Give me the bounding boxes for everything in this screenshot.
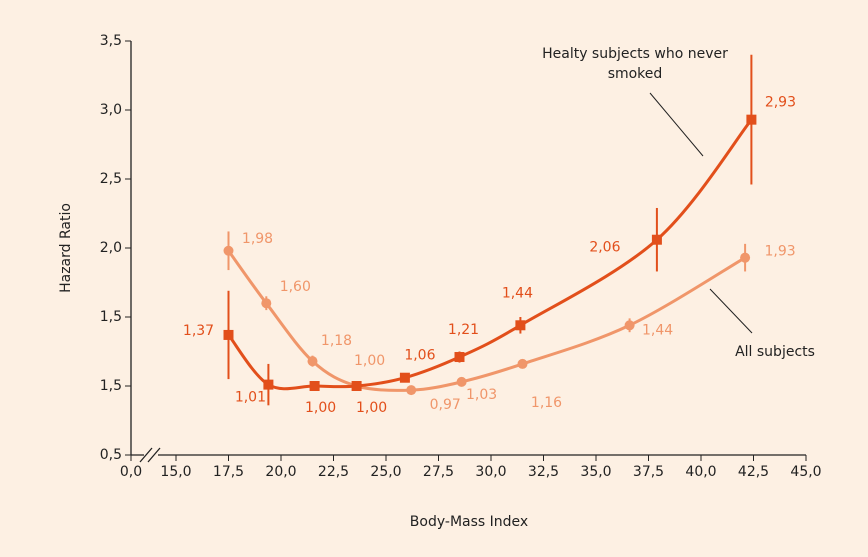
- point: [456, 376, 467, 387]
- point: [746, 114, 757, 125]
- annotation-line: [709, 288, 753, 334]
- annotation-line: [649, 92, 704, 157]
- x-tick-label: 25,0: [370, 464, 401, 480]
- x-tick-label: 17,5: [213, 464, 244, 480]
- point: [223, 245, 234, 256]
- data-label: 0,97: [430, 397, 461, 413]
- data-label: 2,06: [589, 240, 620, 256]
- x-tick-label: 35,0: [580, 464, 611, 480]
- data-label: 1,00: [305, 400, 336, 416]
- data-label: 1,01: [235, 390, 266, 406]
- point: [624, 320, 635, 331]
- x-tick-label: 32,5: [528, 464, 559, 480]
- axis-break-gap: [144, 447, 158, 463]
- y-tick-label: 0,5: [100, 447, 122, 463]
- x-axis-label: Body-Mass Index: [410, 514, 528, 530]
- data-label: 1,16: [531, 395, 562, 411]
- x-tick-label: 15,0: [160, 464, 191, 480]
- data-label: 1,18: [321, 333, 352, 349]
- point: [515, 320, 526, 331]
- data-label: 1,21: [448, 322, 479, 338]
- x-tick-label: 45,0: [790, 464, 821, 480]
- x-tick-label: 40,0: [685, 464, 716, 480]
- data-label: 1,03: [466, 387, 497, 403]
- data-label: 1,93: [765, 244, 796, 260]
- x-tick-label: 42,5: [738, 464, 769, 480]
- data-label: 2,93: [765, 95, 796, 111]
- point: [399, 372, 410, 383]
- data-label: 1,00: [356, 400, 387, 416]
- y-tick-label: 2,0: [100, 240, 122, 256]
- point: [309, 381, 320, 391]
- axis-break: [139, 447, 153, 463]
- y-tick-label: 3,0: [100, 102, 122, 118]
- y-tick-label: 2,5: [100, 171, 122, 187]
- y-tick-label: 1,5: [100, 309, 122, 325]
- data-label: 1,44: [502, 285, 533, 301]
- data-label: 1,00: [354, 353, 385, 369]
- y-tick-label: 1,5: [100, 378, 122, 394]
- point: [651, 234, 662, 245]
- x-tick-label: 27,5: [423, 464, 454, 480]
- point: [261, 298, 272, 309]
- point: [263, 379, 274, 390]
- y-tick-label: 3,5: [100, 33, 122, 49]
- x-tick-label: 30,0: [475, 464, 506, 480]
- series-annotation: Healty subjects who never smoked: [542, 46, 728, 82]
- series-line: [227, 249, 746, 392]
- point: [406, 385, 417, 396]
- x-tick-label: 20,0: [265, 464, 296, 480]
- series-annotation: All subjects: [735, 344, 815, 360]
- point: [223, 329, 234, 340]
- x-tick-label: 0,0: [120, 464, 142, 480]
- point: [454, 352, 465, 363]
- series-line: [227, 118, 753, 391]
- y-axis-label: Hazard Ratio: [58, 203, 74, 293]
- data-label: 1,37: [183, 323, 214, 339]
- point: [351, 381, 362, 391]
- x-tick-label: 22,5: [318, 464, 349, 480]
- point: [517, 358, 528, 369]
- data-label: 1,06: [404, 348, 435, 364]
- point: [307, 356, 318, 367]
- point: [740, 252, 751, 263]
- data-label: 1,60: [280, 279, 311, 295]
- x-tick-label: 37,5: [633, 464, 664, 480]
- data-label: 1,44: [642, 322, 673, 338]
- axis-break: [147, 447, 161, 463]
- data-label: 1,98: [242, 231, 273, 247]
